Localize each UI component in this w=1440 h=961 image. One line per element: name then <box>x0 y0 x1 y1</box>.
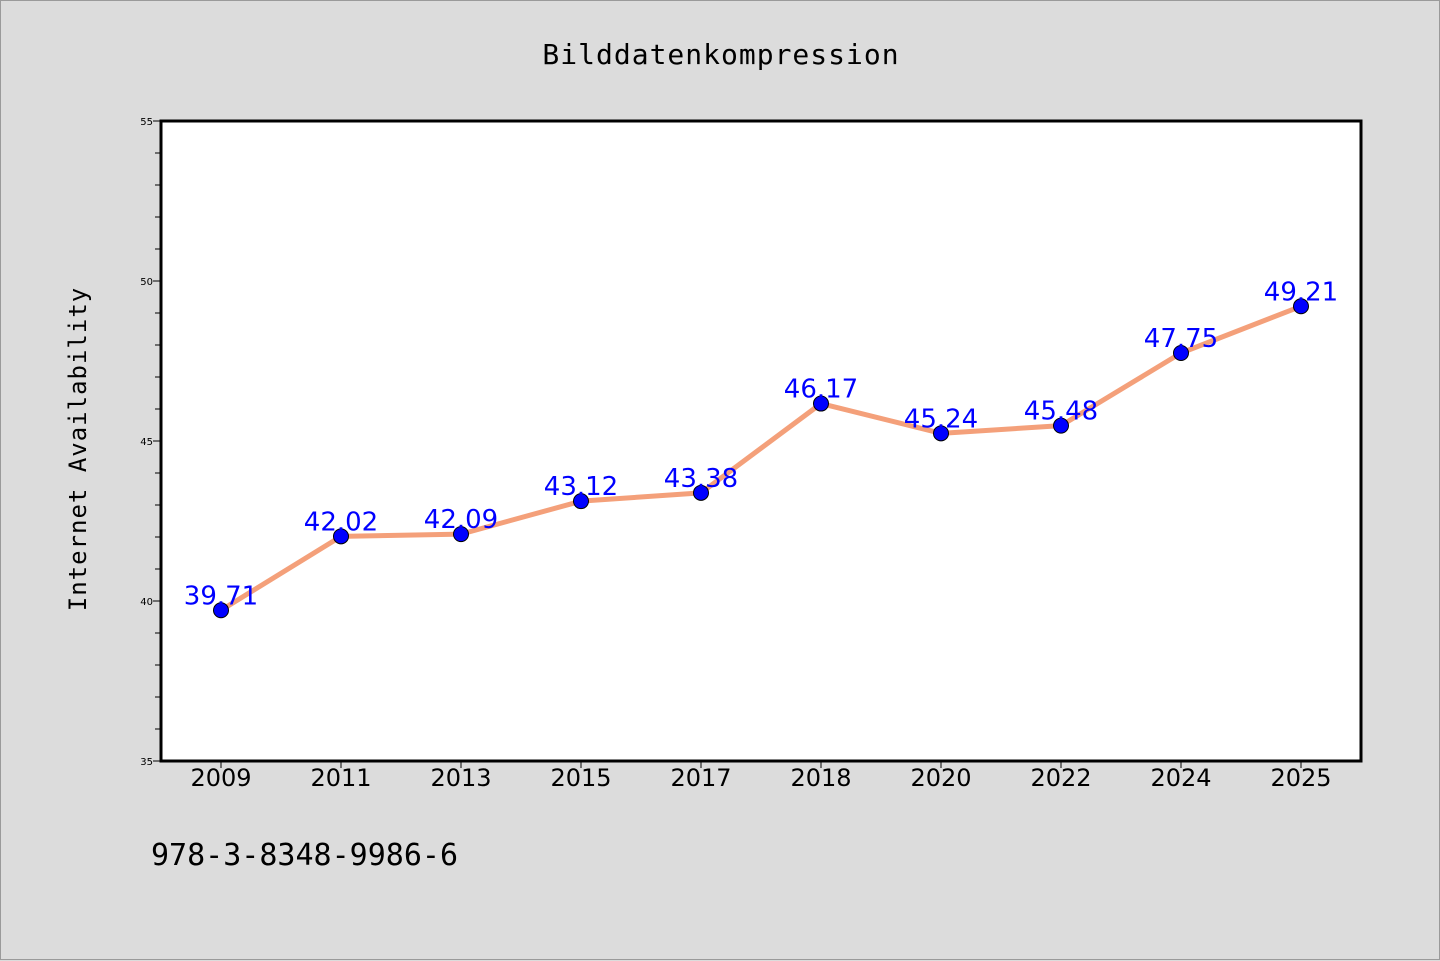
x-tick-label: 2022 <box>1030 764 1091 792</box>
x-tick-label: 2011 <box>310 764 371 792</box>
series-markers-group <box>213 298 1309 619</box>
chart-title: Bilddatenkompression <box>542 38 899 71</box>
data-point-label: 43.12 <box>544 472 618 502</box>
y-tick-label: 40 <box>140 597 153 608</box>
x-tick-label: 2025 <box>1270 764 1331 792</box>
series-line <box>218 303 1304 613</box>
data-point-marker <box>213 602 229 619</box>
data-point-label: 39.71 <box>184 581 258 611</box>
x-axis-ticks: 2009 2011 2013 2015 2017 2018 2020 2022 2024 2025 <box>190 761 1332 792</box>
x-tick-label: 2009 <box>190 764 251 792</box>
x-tick-label: 2013 <box>430 764 491 792</box>
data-point-marker <box>573 493 589 510</box>
data-point-label: 49.21 <box>1264 277 1338 307</box>
data-point-label: 42.02 <box>304 507 378 537</box>
isbn-footer: 978-3-8348-9986-6 <box>151 838 458 873</box>
y-axis-ticks: 35 40 45 50 55 <box>140 117 161 768</box>
y-tick-label: 50 <box>140 277 153 288</box>
data-point-marker <box>333 528 349 545</box>
x-tick-label: 2020 <box>910 764 971 792</box>
data-labels-group: 39.71 42.02 42.09 43.12 43.38 46.17 45.24 45.48… <box>184 277 1338 611</box>
y-tick-label: 55 <box>140 117 153 128</box>
x-tick-label: 2024 <box>1150 764 1211 792</box>
plot-border <box>159 119 1363 763</box>
data-point-marker <box>813 395 829 412</box>
data-point-marker <box>693 484 709 501</box>
data-point-marker <box>453 526 469 543</box>
data-point-label: 45.24 <box>904 404 978 434</box>
data-point-label: 46.17 <box>784 375 858 405</box>
data-point-marker <box>933 425 949 442</box>
x-tick-label: 2015 <box>550 764 611 792</box>
plot-area <box>161 121 1361 761</box>
data-point-marker <box>1053 417 1069 434</box>
series-line-group <box>218 303 1304 613</box>
data-point-label: 47.75 <box>1144 324 1218 354</box>
y-axis-label: Internet Availability <box>64 287 92 611</box>
x-tick-label: 2018 <box>790 764 851 792</box>
data-point-label: 45.48 <box>1024 397 1098 427</box>
data-point-label: 42.09 <box>424 505 498 535</box>
data-point-marker <box>1173 345 1189 361</box>
y-tick-label: 35 <box>140 757 153 768</box>
data-point-marker <box>1293 298 1309 315</box>
y-tick-label: 45 <box>140 437 153 448</box>
data-point-label: 43.38 <box>664 464 738 494</box>
x-tick-label: 2017 <box>670 764 731 792</box>
